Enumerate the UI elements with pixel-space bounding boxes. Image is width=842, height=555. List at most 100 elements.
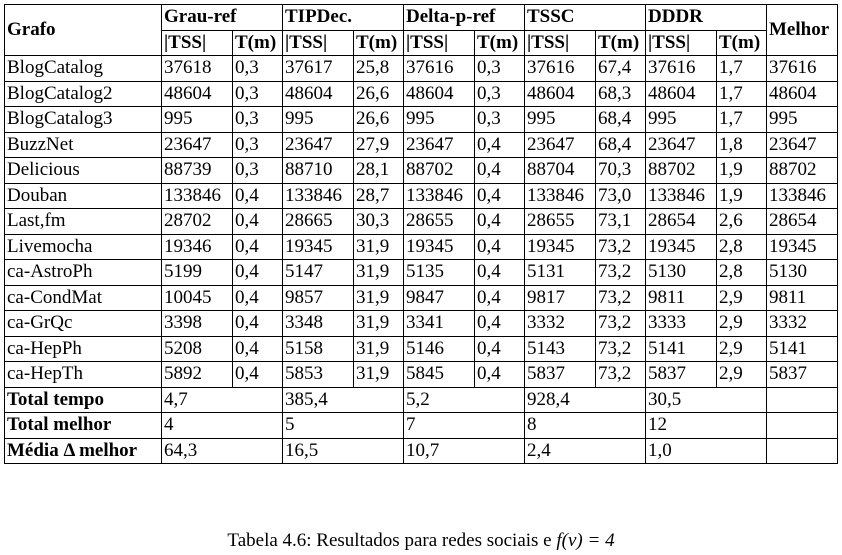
cell-time: 0,4 (474, 310, 525, 337)
cell-tss: 88739 (161, 157, 233, 184)
row-graph-name: ca-HepPh (4, 335, 162, 362)
cell-tss: 88704 (524, 157, 596, 184)
cell-tss: 5131 (524, 259, 596, 286)
cell-time: 25,8 (353, 55, 404, 82)
cell-time: 73,2 (595, 259, 646, 286)
cell-time: 0,4 (232, 259, 283, 286)
cell-time: 1,7 (716, 106, 767, 133)
table-row: ca-CondMat 10045 0,4 9857 31,9 9847 0,4 9817 73,… (4, 284, 838, 311)
table-row: Douban 133846 0,4 133846 28,7 133846 0,4 133846… (4, 182, 838, 209)
subheader-time: T(m) (353, 29, 404, 56)
cell-tss: 9847 (403, 284, 475, 311)
table-row: ca-AstroPh 5199 0,4 5147 31,9 5135 0,4 5131 73,2… (4, 259, 838, 286)
cell-tss: 5158 (282, 335, 354, 362)
cell-time: 0,4 (232, 182, 283, 209)
cell-tss: 5135 (403, 259, 475, 286)
row-graph-name: BlogCatalog2 (4, 80, 162, 107)
table-row: Livemocha 19346 0,4 19345 31,9 19345 0,4 19345 7… (4, 233, 838, 260)
cell-tss: 3333 (645, 310, 717, 337)
cell-time: 0,3 (232, 131, 283, 158)
cell-time: 28,7 (353, 182, 404, 209)
row-graph-name: BlogCatalog3 (4, 106, 162, 133)
summary-empty-cell (766, 386, 838, 413)
cell-time: 0,3 (232, 106, 283, 133)
cell-time: 26,6 (353, 80, 404, 107)
cell-tss: 19345 (645, 233, 717, 260)
header-method-grau-ref: Grau-ref (161, 4, 283, 31)
cell-tss: 133846 (524, 182, 596, 209)
cell-time: 1,7 (716, 55, 767, 82)
cell-tss: 5837 (645, 361, 717, 388)
cell-tss: 133846 (645, 182, 717, 209)
cell-melhor: 5130 (766, 259, 838, 286)
cell-tss: 995 (403, 106, 475, 133)
cell-tss: 5853 (282, 361, 354, 388)
summary-value: 1,0 (645, 437, 767, 464)
cell-tss: 23647 (403, 131, 475, 158)
summary-value: 16,5 (282, 437, 404, 464)
cell-tss: 23647 (161, 131, 233, 158)
row-graph-name: Last,fm (4, 208, 162, 235)
cell-melhor: 3332 (766, 310, 838, 337)
cell-tss: 37617 (282, 55, 354, 82)
cell-tss: 23647 (645, 131, 717, 158)
subheader-tss: |TSS| (403, 29, 475, 56)
table-row: ca-HepPh 5208 0,4 5158 31,9 5146 0,4 5143 73,2 51… (4, 335, 838, 362)
table-row: BlogCatalog2 48604 0,3 48604 26,6 48604 0,3 486… (4, 80, 838, 107)
cell-time: 31,9 (353, 361, 404, 388)
cell-time: 73,0 (595, 182, 646, 209)
summary-value: 7 (403, 412, 525, 439)
table-row: BlogCatalog 37618 0,3 37617 25,8 37616 0,3 3761… (4, 55, 838, 82)
cell-tss: 28665 (282, 208, 354, 235)
summary-label: Total melhor (4, 412, 162, 439)
cell-tss: 88702 (403, 157, 475, 184)
cell-time: 0,3 (474, 106, 525, 133)
cell-tss: 48604 (282, 80, 354, 107)
cell-tss: 23647 (524, 131, 596, 158)
cell-time: 30,3 (353, 208, 404, 235)
cell-time: 73,2 (595, 284, 646, 311)
row-graph-name: ca-AstroPh (4, 259, 162, 286)
subheader-time: T(m) (232, 29, 283, 56)
cell-melhor: 5837 (766, 361, 838, 388)
cell-time: 0,4 (474, 284, 525, 311)
table-summary: Total tempo 4,7 385,4 5,2 928,4 30,5 Total mel… (4, 386, 838, 464)
summary-row: Média Δ melhor 64,3 16,5 10,7 2,4 1,0 (4, 437, 838, 464)
row-graph-name: Livemocha (4, 233, 162, 260)
summary-row: Total tempo 4,7 385,4 5,2 928,4 30,5 (4, 386, 838, 413)
cell-time: 67,4 (595, 55, 646, 82)
cell-tss: 5141 (645, 335, 717, 362)
cell-melhor: 995 (766, 106, 838, 133)
cell-time: 0,3 (232, 157, 283, 184)
cell-time: 31,9 (353, 310, 404, 337)
cell-tss: 19345 (524, 233, 596, 260)
cell-tss: 133846 (161, 182, 233, 209)
header-method-tipdec: TIPDec. (282, 4, 404, 31)
subheader-tss: |TSS| (282, 29, 354, 56)
summary-value: 5,2 (403, 386, 525, 413)
results-table-container: Grafo Grau-ref TIPDec. Delta-p-ref TSSC … (4, 4, 838, 464)
header-method-tssc: TSSC (524, 4, 646, 31)
cell-time: 0,3 (232, 80, 283, 107)
cell-tss: 9817 (524, 284, 596, 311)
cell-melhor: 23647 (766, 131, 838, 158)
cell-time: 0,4 (232, 361, 283, 388)
subheader-time: T(m) (716, 29, 767, 56)
cell-time: 0,4 (474, 233, 525, 260)
header-grafo: Grafo (4, 4, 162, 56)
results-table: Grafo Grau-ref TIPDec. Delta-p-ref TSSC … (4, 4, 838, 464)
summary-value: 30,5 (645, 386, 767, 413)
cell-tss: 5147 (282, 259, 354, 286)
header-method-delta-p-ref: Delta-p-ref (403, 4, 525, 31)
cell-time: 73,2 (595, 310, 646, 337)
cell-tss: 9811 (645, 284, 717, 311)
cell-tss: 48604 (161, 80, 233, 107)
cell-time: 70,3 (595, 157, 646, 184)
table-row: ca-HepTh 5892 0,4 5853 31,9 5845 0,4 5837 73,2 58… (4, 361, 838, 388)
cell-tss: 28655 (403, 208, 475, 235)
cell-time: 2,8 (716, 233, 767, 260)
cell-time: 1,9 (716, 157, 767, 184)
subheader-time: T(m) (474, 29, 525, 56)
summary-label: Média Δ melhor (4, 437, 162, 464)
cell-tss: 88710 (282, 157, 354, 184)
